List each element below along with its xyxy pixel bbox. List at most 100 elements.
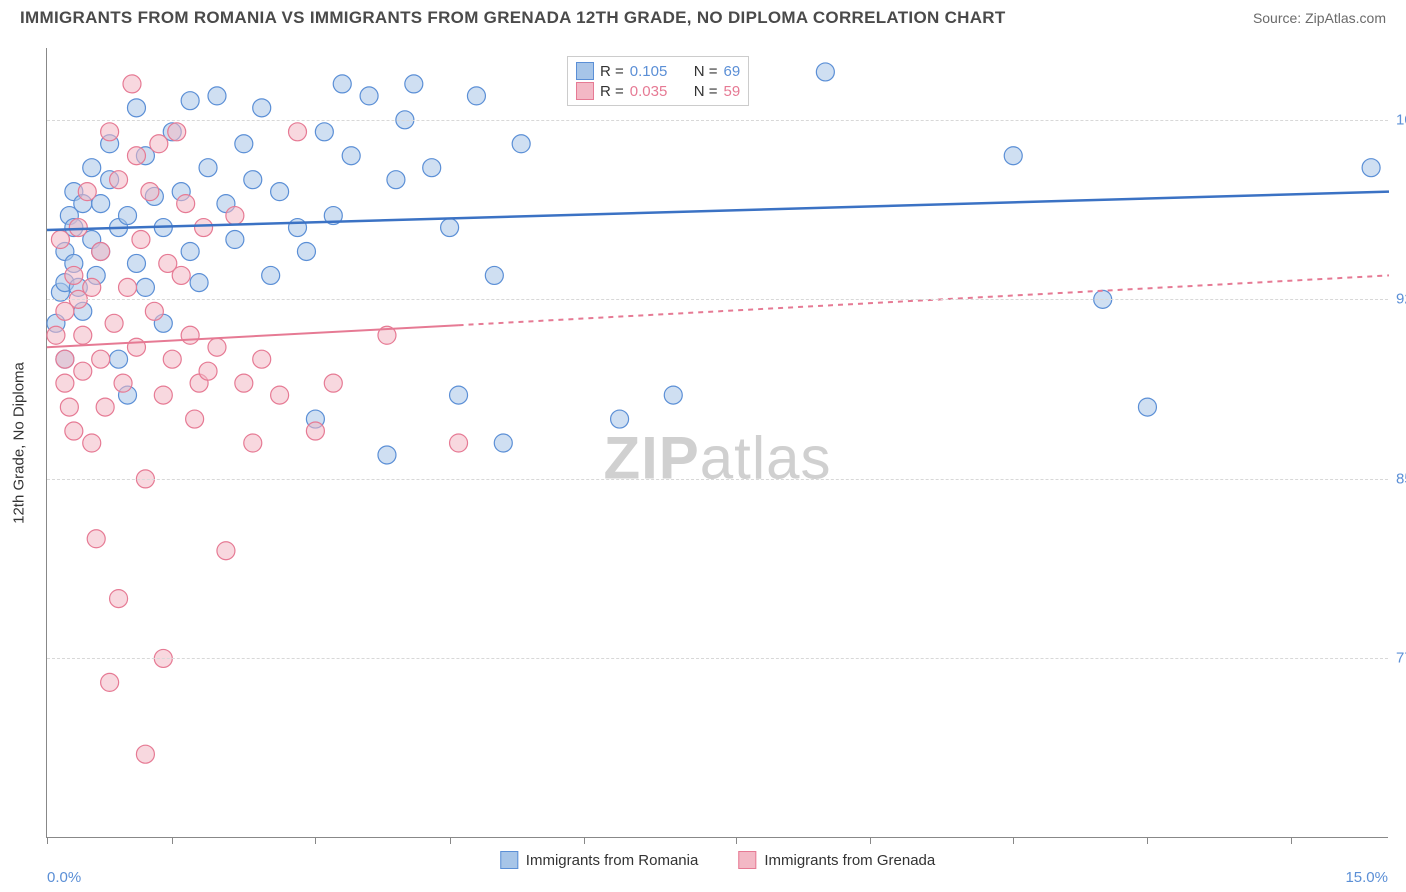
data-point <box>127 338 145 356</box>
data-point <box>83 434 101 452</box>
x-tick <box>1013 837 1014 844</box>
n-value: 69 <box>724 63 741 80</box>
data-point <box>60 398 78 416</box>
y-tick-label: 100.0% <box>1390 111 1406 128</box>
data-point <box>467 87 485 105</box>
data-point <box>168 123 186 141</box>
data-point <box>92 350 110 368</box>
data-point <box>494 434 512 452</box>
data-point <box>181 326 199 344</box>
data-point <box>110 590 128 608</box>
r-label: R = <box>600 83 624 100</box>
data-point <box>244 434 262 452</box>
data-point <box>1004 147 1022 165</box>
regression-line <box>47 192 1389 230</box>
data-point <box>611 410 629 428</box>
data-point <box>1138 398 1156 416</box>
data-point <box>450 386 468 404</box>
data-point <box>101 123 119 141</box>
data-point <box>145 302 163 320</box>
data-point <box>253 350 271 368</box>
data-point <box>127 99 145 117</box>
data-point <box>114 374 132 392</box>
data-point <box>262 266 280 284</box>
data-point <box>92 242 110 260</box>
data-point <box>342 147 360 165</box>
y-tick-label: 92.5% <box>1390 291 1406 308</box>
data-point <box>127 147 145 165</box>
x-axis-min-label: 0.0% <box>47 869 81 886</box>
data-point <box>378 446 396 464</box>
data-point <box>74 326 92 344</box>
data-point <box>333 75 351 93</box>
data-point <box>324 374 342 392</box>
data-point <box>181 92 199 110</box>
data-point <box>186 410 204 428</box>
correlation-legend-row: R =0.035N =59 <box>576 81 740 101</box>
data-point <box>136 745 154 763</box>
data-point <box>110 171 128 189</box>
x-axis-max-label: 15.0% <box>1345 869 1388 886</box>
data-point <box>181 242 199 260</box>
x-tick <box>1147 837 1148 844</box>
y-tick-label: 85.0% <box>1390 470 1406 487</box>
data-point <box>132 231 150 249</box>
x-tick <box>736 837 737 844</box>
data-point <box>512 135 530 153</box>
data-point <box>119 207 137 225</box>
y-tick-label: 77.5% <box>1390 650 1406 667</box>
data-point <box>271 386 289 404</box>
x-tick <box>172 837 173 844</box>
data-point <box>226 231 244 249</box>
data-point <box>78 183 96 201</box>
data-point <box>315 123 333 141</box>
data-point <box>217 542 235 560</box>
chart-header: IMMIGRANTS FROM ROMANIA VS IMMIGRANTS FR… <box>0 0 1406 32</box>
data-point <box>74 362 92 380</box>
data-point <box>441 219 459 237</box>
r-label: R = <box>600 63 624 80</box>
data-point <box>226 207 244 225</box>
correlation-legend: R =0.105N =69R =0.035N =59 <box>567 56 749 106</box>
correlation-legend-row: R =0.105N =69 <box>576 61 740 81</box>
data-point <box>208 338 226 356</box>
data-point <box>485 266 503 284</box>
data-point <box>244 171 262 189</box>
series-legend-item: Immigrants from Romania <box>500 851 699 869</box>
scatter-svg <box>47 48 1389 838</box>
data-point <box>119 278 137 296</box>
gridline <box>47 479 1388 480</box>
data-point <box>154 386 172 404</box>
data-point <box>56 374 74 392</box>
series-legend-item: Immigrants from Grenada <box>738 851 935 869</box>
legend-swatch <box>500 851 518 869</box>
data-point <box>83 159 101 177</box>
data-point <box>423 159 441 177</box>
chart-title: IMMIGRANTS FROM ROMANIA VS IMMIGRANTS FR… <box>20 8 1006 28</box>
chart-source: Source: ZipAtlas.com <box>1253 10 1386 26</box>
data-point <box>297 242 315 260</box>
data-point <box>289 123 307 141</box>
data-point <box>101 673 119 691</box>
data-point <box>450 434 468 452</box>
x-tick <box>315 837 316 844</box>
gridline <box>47 120 1388 121</box>
x-tick <box>584 837 585 844</box>
data-point <box>306 422 324 440</box>
gridline <box>47 658 1388 659</box>
data-point <box>96 398 114 416</box>
data-point <box>150 135 168 153</box>
data-point <box>253 99 271 117</box>
x-tick <box>47 837 48 844</box>
data-point <box>664 386 682 404</box>
y-axis-label: 12th Grade, No Diploma <box>11 362 28 524</box>
data-point <box>136 278 154 296</box>
legend-swatch <box>738 851 756 869</box>
data-point <box>1362 159 1380 177</box>
data-point <box>47 326 65 344</box>
data-point <box>141 183 159 201</box>
data-point <box>56 350 74 368</box>
data-point <box>163 350 181 368</box>
data-point <box>123 75 141 93</box>
series-legend-label: Immigrants from Grenada <box>764 852 935 869</box>
